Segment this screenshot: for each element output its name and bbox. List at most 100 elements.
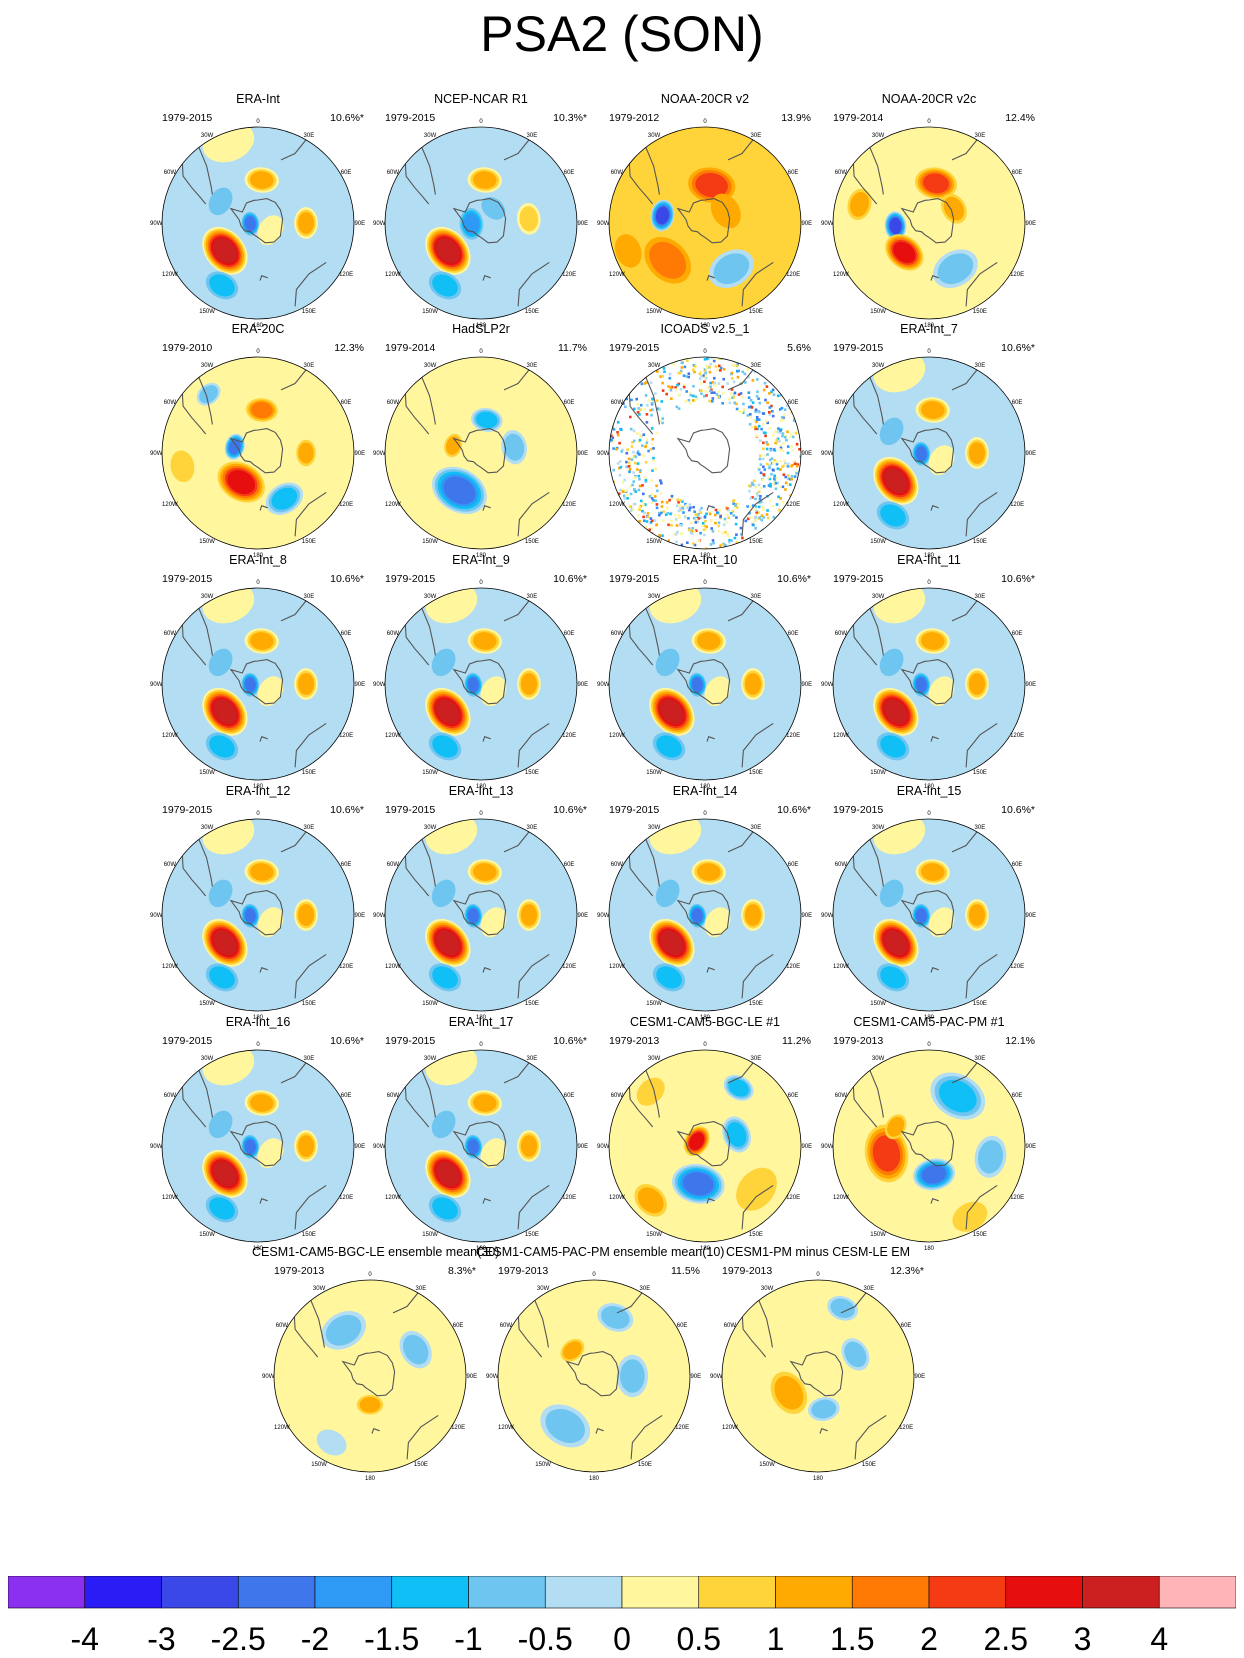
data-cell	[649, 408, 652, 412]
colorbar-swatch	[851, 1576, 930, 1609]
panel-years: 1979-2015	[609, 342, 660, 354]
data-cell	[702, 528, 706, 532]
data-cell	[762, 447, 765, 451]
data-cell	[684, 375, 688, 378]
data-cell	[643, 382, 647, 385]
anomaly-contour	[885, 931, 907, 954]
africa-coastline	[951, 831, 978, 853]
map-field	[162, 1050, 354, 1242]
south-america-coastline	[869, 147, 884, 195]
antarctica-coastline	[676, 890, 731, 936]
data-cell	[642, 504, 645, 507]
australia-coastline	[294, 722, 327, 768]
antarctica-coastline	[676, 428, 731, 474]
data-cell	[758, 454, 762, 458]
panel-years: 1979-2013	[609, 1035, 660, 1047]
data-cell	[796, 483, 799, 487]
data-cell	[639, 403, 643, 407]
panel-title: ERA-Int_10	[672, 553, 738, 567]
data-cell	[626, 494, 629, 497]
data-cell	[638, 484, 642, 488]
data-cell	[757, 490, 761, 494]
data-cell	[776, 394, 780, 398]
lon-tick-label: 30E	[975, 363, 986, 369]
data-cell	[665, 506, 669, 510]
data-cell	[635, 397, 638, 401]
africa-coastline	[727, 831, 754, 853]
data-cell	[670, 496, 674, 500]
data-cell	[766, 516, 770, 520]
lon-tick-label: 90W	[597, 1144, 610, 1150]
data-cell	[762, 431, 766, 434]
data-cell	[676, 530, 679, 534]
south-america-coastline	[404, 1086, 430, 1128]
south-america-coastline	[869, 1070, 884, 1118]
lon-tick-label: 30W	[201, 133, 214, 139]
data-cell	[656, 407, 660, 410]
lon-tick-label: 120W	[609, 733, 625, 739]
panel-variance: 13.9%	[781, 112, 811, 124]
australia-coastline	[294, 953, 327, 999]
south-america-coastline	[645, 1070, 660, 1118]
data-cell	[668, 372, 672, 376]
lon-tick-label: 150W	[422, 309, 438, 315]
data-cell	[795, 472, 798, 475]
data-cell	[651, 408, 654, 411]
anomaly-contour	[214, 931, 236, 954]
anomaly-contour	[746, 675, 760, 693]
data-cell	[706, 386, 710, 389]
data-cell	[780, 416, 784, 419]
south-america-coastline	[645, 147, 660, 195]
data-cell	[770, 390, 773, 394]
data-cell	[750, 516, 753, 519]
data-cell	[776, 430, 780, 434]
africa-coastline	[840, 1292, 867, 1314]
anomaly-contour	[685, 1174, 711, 1194]
data-cell	[660, 511, 663, 515]
panel-variance: 12.3%	[334, 342, 364, 354]
data-cell	[650, 492, 653, 496]
anomaly-contour	[883, 738, 903, 755]
panel-variance: 10.6%*	[330, 1035, 364, 1047]
anomaly-contour	[923, 1166, 945, 1182]
data-cell	[737, 502, 740, 506]
data-cell	[771, 414, 775, 418]
data-cell	[710, 391, 714, 394]
data-cell	[663, 370, 666, 373]
anomaly-contour	[423, 370, 462, 403]
map-panel: 0 30E 60E 90E 120E 150E 180 150W 120W 90W 60W 30W ER…	[587, 553, 823, 798]
lon-tick-label: 120W	[722, 1425, 738, 1431]
data-cell	[618, 466, 621, 470]
lon-tick-label: 30E	[751, 594, 762, 600]
data-cell	[692, 364, 696, 367]
anomaly-contour	[654, 246, 682, 274]
map-panel: 0 30E 60E 90E 120E 150E 180 150W 120W 90W 60W 30W Ha…	[363, 322, 599, 567]
lon-tick-label: 30E	[751, 1056, 762, 1062]
anomaly-contour	[916, 909, 926, 922]
panel-variance: 12.3%*	[890, 1265, 924, 1277]
lon-tick-label: 120W	[609, 272, 625, 278]
anomaly-contour	[883, 969, 903, 986]
lon-tick-label: 60E	[564, 400, 575, 406]
data-cell	[688, 508, 691, 512]
data-cell	[703, 380, 706, 383]
lon-tick-label: 60E	[1012, 862, 1023, 868]
lon-tick-label: 60W	[164, 400, 177, 406]
lon-tick-label: 120W	[609, 502, 625, 508]
data-cell	[773, 474, 776, 478]
data-cell	[698, 377, 702, 381]
lon-tick-label: 90E	[354, 1144, 365, 1150]
lon-tick-label: 90W	[150, 913, 163, 919]
map-panel: 0 30E 60E 90E 120E 150E 180 150W 120W 90W 60W 30W NO…	[811, 92, 1047, 337]
data-cell	[658, 534, 661, 537]
lon-tick-label: 90W	[597, 682, 610, 688]
data-cell	[757, 468, 761, 471]
data-cell	[702, 522, 705, 525]
data-cell	[641, 509, 644, 513]
lon-tick-label: 120W	[162, 1195, 178, 1201]
data-cell	[633, 488, 636, 491]
data-cell	[638, 477, 641, 481]
data-cell	[793, 475, 797, 478]
data-cell	[677, 393, 681, 396]
map-panel: 0 30E 60E 90E 120E 150E 180 150W 120W 90W 60W 30W ER…	[363, 1015, 599, 1260]
